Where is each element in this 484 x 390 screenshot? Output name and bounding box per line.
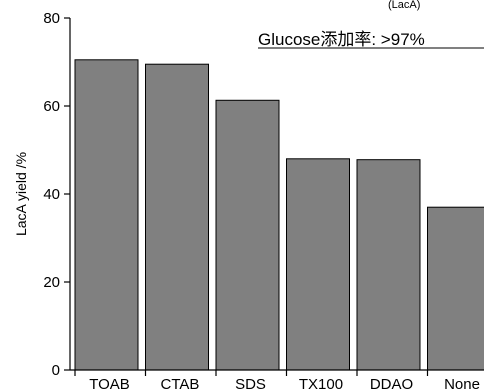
y-tick-label: 40 xyxy=(43,186,60,203)
y-axis-title: LacA yield /% xyxy=(13,152,29,236)
bar-sds xyxy=(215,99,280,371)
y-tick-label: 60 xyxy=(43,98,60,115)
bar-toab xyxy=(74,59,139,371)
x-category-label: None xyxy=(444,376,480,390)
bar-ddao xyxy=(356,159,421,371)
x-category-label: CTAB xyxy=(161,376,200,390)
y-tick-label: 20 xyxy=(43,274,60,291)
x-category-label: TOAB xyxy=(89,376,130,390)
y-ticks-group: 0 20 40 60 80 xyxy=(43,10,70,379)
bars-group xyxy=(74,59,484,371)
annotation-text: Glucose添加率: >97% xyxy=(258,30,425,49)
x-category-label: TX100 xyxy=(299,376,343,390)
bar-tx100 xyxy=(286,158,350,371)
y-tick-label: 80 xyxy=(43,10,60,27)
y-tick-label: 0 xyxy=(52,362,60,379)
x-category-label: DDAO xyxy=(370,376,413,390)
bar-ctab xyxy=(145,63,209,371)
x-category-label: SDS xyxy=(235,376,266,390)
x-labels-group: TOAB CTAB SDS TX100 DDAO None xyxy=(74,370,480,390)
bar-none xyxy=(427,206,484,371)
top-clipped-label: (LacA) xyxy=(388,0,420,11)
